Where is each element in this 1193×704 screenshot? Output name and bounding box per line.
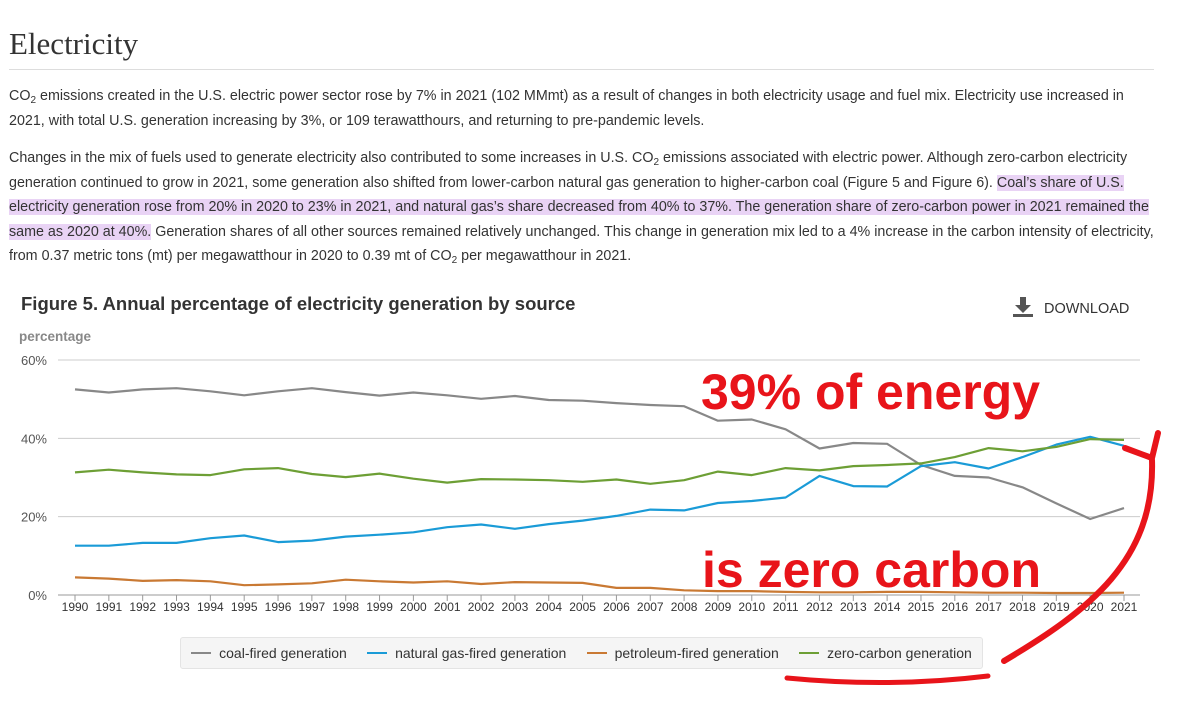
x-tick-label: 2020: [1077, 600, 1104, 614]
x-tick-label: 2019: [1043, 600, 1070, 614]
series-line-coal-fired-generation[interactable]: [74, 387, 1125, 521]
legend-swatch: [367, 652, 388, 654]
x-tick-label: 1992: [129, 600, 156, 614]
x-tick-label: 2021: [1111, 600, 1138, 614]
x-tick-label: 1996: [265, 600, 292, 614]
paragraph-text: CO: [9, 88, 31, 104]
y-tick-label: 20%: [21, 510, 47, 525]
subscript: 2: [30, 95, 37, 106]
y-tick-label: 60%: [21, 353, 47, 368]
series-line-natural-gas-fired-generation[interactable]: [75, 435, 1125, 547]
x-tick-label: 2013: [840, 600, 867, 614]
x-tick-label: 1999: [366, 600, 393, 614]
x-tick-label: 1998: [332, 600, 359, 614]
paragraph-text: Changes in the mix of fuels used to gene…: [9, 150, 654, 166]
x-tick-label: 2014: [874, 600, 901, 614]
x-tick-label: 2015: [908, 600, 935, 614]
x-tick-label: 2007: [637, 600, 664, 614]
y-tick-label: 0%: [28, 588, 47, 603]
x-tick-label: 2003: [502, 600, 529, 614]
x-tick-label: 2008: [671, 600, 698, 614]
download-button[interactable]: DOWNLOAD: [1012, 296, 1129, 322]
legend-label: petroleum-fired generation: [614, 645, 779, 661]
paragraph-text: emissions associated with electric power…: [9, 150, 1128, 191]
x-tick-label: 2011: [773, 600, 799, 614]
figure-title: Figure 5. Annual percentage of electrici…: [21, 293, 576, 314]
line-chart: 0% 20% 40% 60% 1990 1991 1992 1993 1994 1995 1996 1…: [21, 353, 1140, 614]
x-tick-label: 2012: [806, 600, 833, 614]
download-label: DOWNLOAD: [1044, 301, 1130, 317]
section-heading: Electricity: [9, 26, 139, 61]
x-tick-label: 2000: [400, 600, 427, 614]
x-tick-label: 2005: [569, 600, 596, 614]
x-tick-label: 1991: [95, 600, 122, 614]
subscript: 2: [653, 157, 660, 168]
legend-label: natural gas-fired generation: [395, 645, 567, 661]
annotation-underline: [784, 673, 991, 686]
x-tick-label: 2002: [468, 600, 495, 614]
x-tick-label: 2009: [705, 600, 732, 614]
legend-item[interactable]: natural gas-fired generation: [367, 645, 566, 661]
paragraph-fuel-mix: Changes in the mix of fuels used to gene…: [9, 146, 1159, 269]
legend-label: coal-fired generation: [219, 645, 347, 661]
legend-swatch: [191, 652, 212, 654]
heading-divider: [9, 69, 1154, 70]
x-tick-label: 1995: [231, 600, 258, 614]
x-tick-label: 2006: [603, 600, 630, 614]
x-tick-label: 1990: [62, 600, 89, 614]
download-icon: [1012, 296, 1034, 322]
legend-label: zero-carbon generation: [827, 645, 972, 661]
series-line-petroleum-fired-generation[interactable]: [74, 576, 1125, 595]
x-tick-label: 2010: [738, 600, 765, 614]
chart-legend: coal-fired generation natural gas-fired g…: [180, 637, 983, 669]
x-tick-label: 2018: [1009, 600, 1036, 614]
y-tick-label: 40%: [21, 431, 47, 446]
x-tick-label: 2001: [434, 600, 461, 614]
paragraph-emissions: CO2 emissions created in the U.S. electr…: [9, 84, 1159, 133]
x-tick-label: 1997: [299, 600, 326, 614]
series-line-zero-carbon-generation[interactable]: [74, 437, 1125, 485]
subscript: 2: [451, 255, 458, 266]
x-tick-label: 1993: [163, 600, 190, 614]
y-axis-units: percentage: [19, 329, 92, 344]
legend-item[interactable]: petroleum-fired generation: [586, 645, 779, 661]
x-tick-label: 2016: [941, 600, 968, 614]
x-tick-label: 1994: [197, 600, 224, 614]
paragraph-text: Generation shares of all other sources r…: [9, 223, 1154, 265]
x-tick-label: 2017: [975, 600, 1002, 614]
legend-item[interactable]: zero-carbon generation: [799, 645, 972, 661]
legend-item[interactable]: coal-fired generation: [191, 645, 347, 661]
legend-swatch: [799, 652, 820, 654]
x-tick-label: 2004: [535, 600, 562, 614]
legend-swatch: [586, 652, 607, 654]
paragraph-text: per megawatthour in 2021.: [457, 248, 632, 264]
paragraph-text: emissions created in the U.S. electric p…: [9, 88, 1124, 129]
